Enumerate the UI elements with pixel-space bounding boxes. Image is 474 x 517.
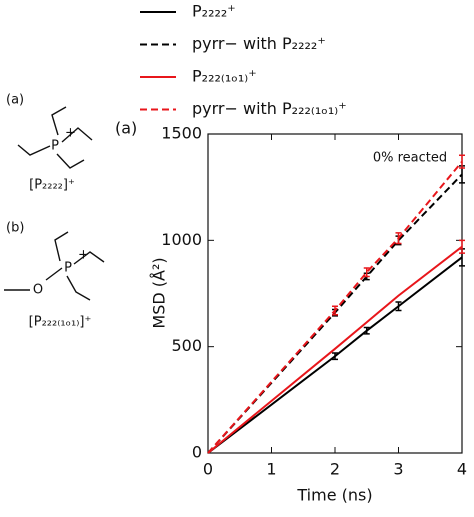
bonds: [17, 106, 93, 169]
error-bar: [459, 239, 465, 254]
atom: O: [33, 283, 43, 298]
y-axis-label: MSD (Å²): [150, 257, 169, 328]
y-tick-label: 0: [192, 443, 202, 462]
structure-name: [P₂₂₂₍₁ₒ₁₎]⁺: [29, 315, 92, 330]
x-axis-label: Time (ns): [296, 486, 372, 505]
error-bar: [459, 154, 465, 169]
y-tick-label: 1000: [161, 230, 202, 249]
x-tick-label: 0: [203, 460, 213, 479]
y-tick-label: 500: [171, 336, 202, 355]
x-tick-label: 3: [393, 460, 403, 479]
annotation: 0% reacted: [373, 151, 447, 166]
series-line: [207, 161, 463, 454]
panel-label: (a): [115, 119, 137, 138]
structure-a: (a) P + [P₂₂₂₂]⁺: [6, 93, 93, 193]
plot-frame: [207, 133, 463, 454]
charge: +: [65, 126, 76, 141]
legend-label: pyrr− with P₂₂₂₍₁ₒ₁₎⁺: [192, 99, 347, 118]
x-tick-label: 4: [457, 460, 467, 479]
series-line: [207, 245, 463, 454]
legend-label: pyrr− with P₂₂₂₂⁺: [192, 34, 326, 53]
x-tick-label: 1: [266, 460, 276, 479]
error-bar: [363, 267, 370, 278]
charge: +: [78, 248, 89, 263]
atom: P: [64, 261, 72, 276]
y-tick-label: 1500: [161, 124, 202, 143]
legend-label: P₂₂₂₍₁ₒ₁₎⁺: [192, 67, 257, 86]
error-bar: [395, 232, 402, 245]
legend-label: P₂₂₂₂⁺: [192, 2, 236, 21]
bonds: [4, 231, 105, 301]
atom: P: [51, 139, 59, 154]
structure-name: [P₂₂₂₂]⁺: [29, 178, 75, 193]
error-bar: [363, 326, 370, 335]
error-bar: [332, 305, 338, 316]
error-bar: [395, 301, 402, 312]
error-bar: [332, 352, 338, 361]
structure-b: (b) P + O [P₂₂₂₍₁ₒ₁₎]⁺: [4, 221, 105, 330]
structure-label: (a): [6, 93, 24, 108]
x-tick-label: 2: [330, 460, 340, 479]
structure-label: (b): [6, 221, 24, 236]
